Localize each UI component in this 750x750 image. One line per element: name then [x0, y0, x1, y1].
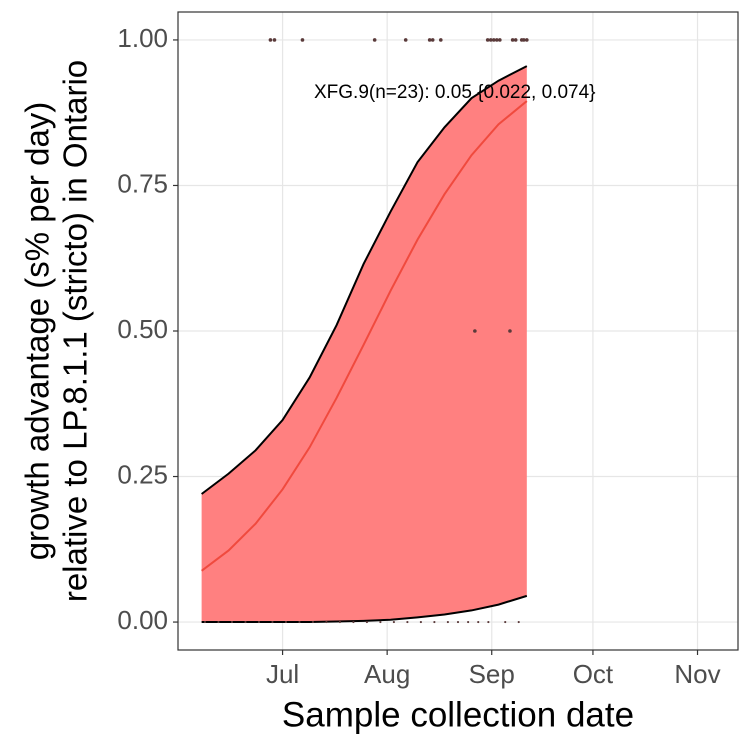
data-point [427, 38, 432, 42]
data-point [217, 620, 220, 624]
data-point [365, 620, 369, 624]
data-point [513, 38, 518, 42]
y-tick-label: 0.25 [117, 459, 168, 489]
data-point [473, 329, 477, 333]
data-point [244, 620, 247, 624]
data-point [430, 38, 435, 42]
data-point [257, 620, 261, 624]
y-axis-title: growth advantage (s% per day) relative to… [19, 60, 94, 602]
data-point [325, 620, 328, 624]
x-tick-label: Oct [573, 659, 614, 689]
data-point [392, 620, 396, 624]
y-axis-title-line: relative to LP.8.1.1 (stricto) in Ontari… [57, 60, 94, 602]
lower-bound [201, 594, 528, 624]
data-point [487, 620, 490, 624]
data-point [284, 620, 288, 624]
data-point [477, 620, 480, 624]
data-point [268, 38, 273, 42]
x-tick-label: Jul [266, 659, 299, 689]
data-point [372, 38, 377, 42]
data-point [406, 620, 409, 624]
data-point [352, 620, 355, 624]
x-tick-label: Sep [469, 659, 515, 689]
data-point [203, 620, 207, 624]
upper-bound [201, 65, 528, 495]
fit-line [201, 100, 528, 572]
data-point [525, 38, 529, 42]
data-point [272, 38, 277, 42]
data-point [498, 38, 502, 42]
data-point [271, 620, 274, 624]
data-point [438, 38, 443, 42]
y-tick-label: 0.50 [117, 314, 168, 344]
x-tick-label: Nov [674, 659, 720, 689]
data-point [433, 620, 436, 624]
data-point [446, 620, 449, 624]
data-point [379, 620, 382, 624]
y-tick-label: 0.00 [117, 605, 168, 635]
data-point [300, 38, 305, 42]
data-point [467, 620, 470, 624]
data-point [517, 620, 520, 624]
annotation: XFG.9(n=23): 0.05 {0.022, 0.074} [314, 82, 596, 103]
data-point [456, 620, 460, 624]
data-point [504, 620, 507, 624]
data-point [510, 38, 515, 42]
data-point [494, 38, 499, 42]
x-axis-title: Sample collection date [282, 695, 634, 734]
data-point [485, 38, 490, 42]
data-point [491, 38, 496, 42]
y-tick-label: 0.75 [117, 168, 168, 198]
y-axis-title-line: growth advantage (s% per day) [19, 102, 56, 561]
data-point [508, 329, 512, 333]
y-tick-label: 1.00 [117, 23, 168, 53]
x-tick-label: Aug [364, 659, 410, 689]
data-point [403, 38, 408, 42]
panel-border [177, 11, 739, 651]
data-point [419, 620, 422, 624]
data-point [298, 620, 301, 624]
data-point [338, 620, 342, 624]
data-point [521, 38, 526, 42]
data-point [311, 620, 315, 624]
data-point [230, 620, 234, 624]
data-point [488, 38, 493, 42]
